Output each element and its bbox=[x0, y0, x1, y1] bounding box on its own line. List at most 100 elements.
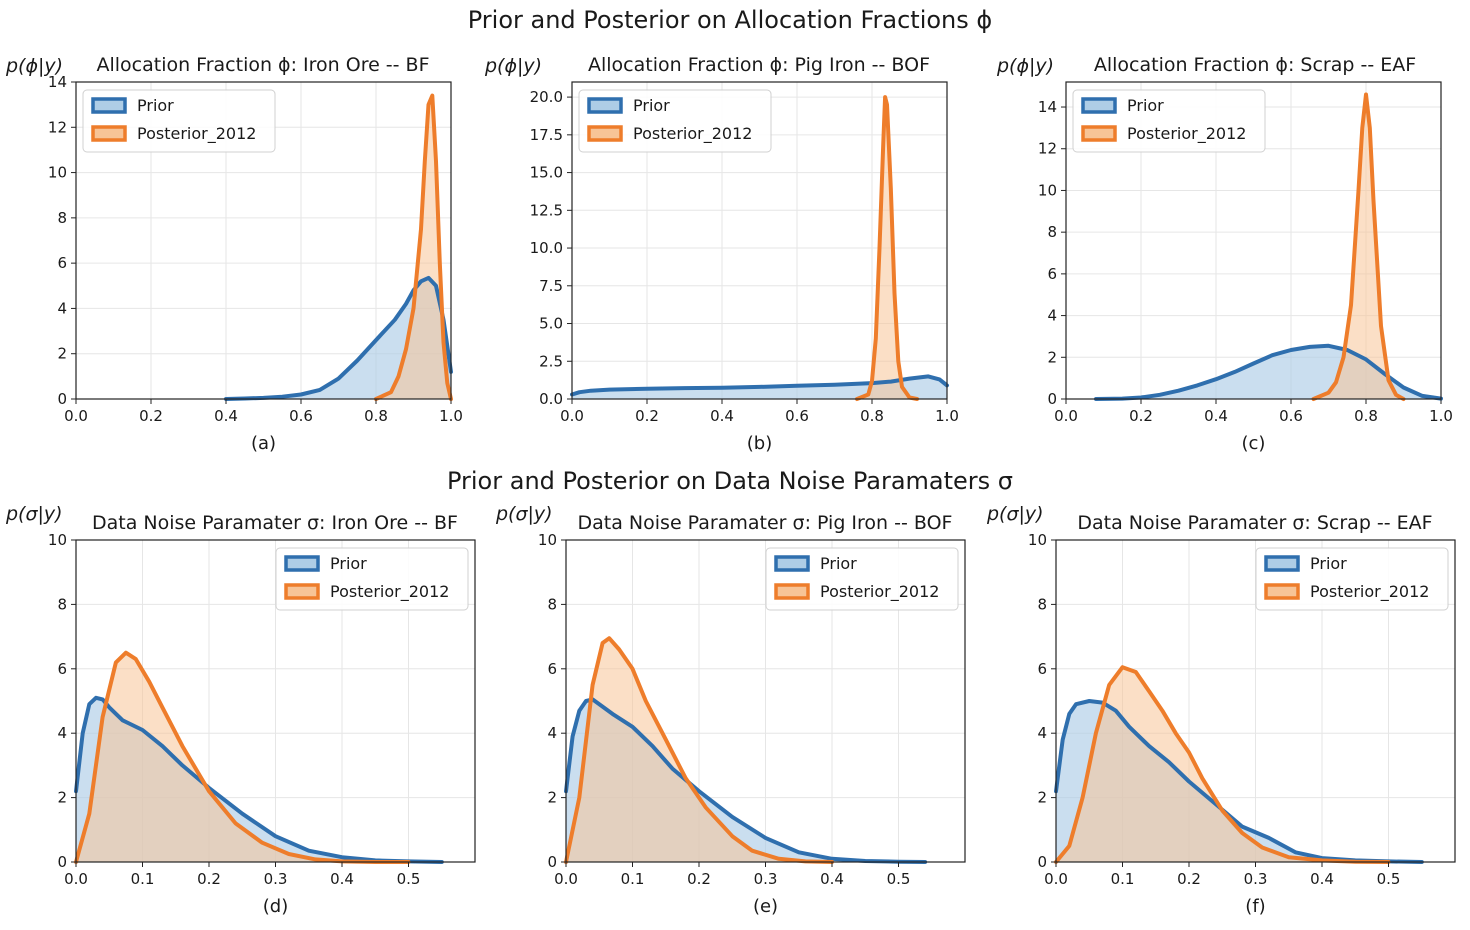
y-tick-label: 10 bbox=[48, 531, 67, 549]
posterior-area bbox=[1056, 667, 1389, 862]
subplot-c: 0.0 0.2 0.4 0.6 0.8 1.0 0 2 4 6 8 10 12 14 Allocation … bbox=[996, 54, 1453, 454]
subplot-e: 0.0 0.1 0.2 0.3 0.4 0.5 0 2 4 6 8 10 Data Noise Para… bbox=[495, 503, 966, 917]
y-tick-label: 10 bbox=[1028, 531, 1047, 549]
y-tick-label: 2 bbox=[1047, 348, 1057, 366]
legend-label: Posterior_2012 bbox=[633, 124, 752, 144]
x-tick-label: 0.0 bbox=[64, 407, 88, 425]
prior-legend-swatch bbox=[1081, 97, 1117, 114]
x-tick-label: 1.0 bbox=[1429, 407, 1453, 425]
y-tick-label: 0 bbox=[57, 390, 67, 408]
legend-label: Posterior_2012 bbox=[330, 582, 449, 602]
y-tick-label: 0 bbox=[57, 853, 67, 871]
legend: Prior Posterior_2012 bbox=[1072, 89, 1266, 153]
y-tick-label: 14 bbox=[48, 73, 67, 91]
legend-box bbox=[1072, 89, 1266, 153]
y-tick-label: 2 bbox=[57, 789, 67, 807]
y-tick-label: 8 bbox=[1047, 223, 1057, 241]
y-tick-label: 0 bbox=[1047, 390, 1057, 408]
prior-legend-swatch bbox=[91, 97, 127, 114]
legend-box bbox=[765, 547, 959, 611]
axes-frame bbox=[75, 81, 452, 400]
panel-title: Allocation Fraction ϕ: Scrap -- EAF bbox=[1094, 54, 1416, 76]
y-tick-label: 15.0 bbox=[530, 164, 563, 182]
y-tick-label: 4 bbox=[1047, 307, 1057, 325]
x-tick-label: 0.2 bbox=[635, 407, 659, 425]
panel-sublabel: (c) bbox=[1242, 433, 1266, 454]
legend: Prior Posterior_2012 bbox=[1255, 547, 1449, 611]
x-tick-label: 0.4 bbox=[820, 870, 844, 888]
legend-label: Prior bbox=[330, 554, 367, 573]
prior-line bbox=[564, 697, 928, 864]
x-tick-label: 0.2 bbox=[1177, 870, 1201, 888]
x-tick-label: 0.1 bbox=[131, 870, 155, 888]
posterior-line bbox=[855, 95, 919, 401]
x-tick-label: 0.0 bbox=[1054, 407, 1078, 425]
panel-sublabel: (d) bbox=[263, 896, 288, 917]
x-tick-label: 0.5 bbox=[887, 870, 911, 888]
y-tick-label: 17.5 bbox=[530, 126, 563, 144]
legend: Prior Posterior_2012 bbox=[275, 547, 469, 611]
y-tick-label: 2 bbox=[1037, 789, 1047, 807]
y-tick-label: 8 bbox=[1037, 595, 1047, 613]
y-tick-label: 6 bbox=[1047, 265, 1057, 283]
panel-title: Data Noise Paramater σ: Pig Iron -- BOF bbox=[578, 512, 953, 534]
posterior-legend-swatch bbox=[284, 583, 320, 600]
x-tick-label: 0.6 bbox=[1279, 407, 1303, 425]
posterior-line bbox=[1054, 665, 1391, 864]
subplot-b: 0.0 0.2 0.4 0.6 0.8 1.0 0.0 2.5 5.0 7.5 10.0 12.5 15… bbox=[484, 54, 959, 454]
y-axis-label: p(σ|y) bbox=[986, 503, 1044, 525]
panel-title: Data Noise Paramater σ: Iron Ore -- BF bbox=[92, 512, 458, 534]
y-tick-label: 0 bbox=[1037, 853, 1047, 871]
x-tick-label: 0.6 bbox=[785, 407, 809, 425]
posterior-line bbox=[374, 93, 453, 401]
panel-sublabel: (e) bbox=[753, 896, 778, 917]
x-tick-label: 0.3 bbox=[264, 870, 288, 888]
y-axis-label: p(ϕ|y) bbox=[996, 55, 1054, 77]
legend: Prior Posterior_2012 bbox=[82, 89, 276, 153]
y-tick-label: 7.5 bbox=[539, 277, 563, 295]
posterior-legend-swatch bbox=[1264, 583, 1300, 600]
posterior-line bbox=[1311, 92, 1406, 401]
x-tick-label: 0.3 bbox=[1244, 870, 1268, 888]
x-tick-label: 0.5 bbox=[397, 870, 421, 888]
y-tick-label: 10 bbox=[538, 531, 557, 549]
y-tick-label: 8 bbox=[57, 209, 67, 227]
posterior-legend-swatch bbox=[1081, 125, 1117, 142]
y-tick-label: 10.0 bbox=[530, 239, 563, 257]
y-tick-label: 4 bbox=[1037, 724, 1047, 742]
row2-title: Prior and Posterior on Data Noise Parama… bbox=[447, 467, 1013, 495]
x-tick-label: 0.1 bbox=[621, 870, 645, 888]
x-tick-label: 0.4 bbox=[214, 407, 238, 425]
y-tick-label: 12 bbox=[48, 118, 67, 136]
legend-label: Prior bbox=[137, 96, 174, 115]
x-tick-label: 0.2 bbox=[197, 870, 221, 888]
posterior-legend-swatch bbox=[587, 125, 623, 142]
row1-title: Prior and Posterior on Allocation Fracti… bbox=[468, 6, 992, 34]
panel-sublabel: (b) bbox=[747, 433, 772, 454]
x-tick-label: 0.8 bbox=[860, 407, 884, 425]
prior-line bbox=[224, 275, 453, 401]
legend-box bbox=[578, 89, 772, 153]
x-tick-label: 0.8 bbox=[364, 407, 388, 425]
x-tick-label: 0.8 bbox=[1354, 407, 1378, 425]
y-tick-label: 4 bbox=[57, 724, 67, 742]
y-tick-label: 8 bbox=[547, 595, 557, 613]
x-tick-label: 0.3 bbox=[754, 870, 778, 888]
y-tick-label: 10 bbox=[48, 164, 67, 182]
x-tick-label: 0.0 bbox=[64, 870, 88, 888]
prior-legend-swatch bbox=[284, 555, 320, 572]
axes-frame bbox=[1065, 81, 1442, 400]
y-tick-label: 6 bbox=[57, 254, 67, 272]
y-tick-label: 5.0 bbox=[539, 315, 563, 333]
posterior-legend-swatch bbox=[91, 125, 127, 142]
y-axis-label: p(ϕ|y) bbox=[484, 55, 542, 77]
y-tick-label: 2 bbox=[547, 789, 557, 807]
legend-label: Posterior_2012 bbox=[1310, 582, 1429, 602]
posterior-area bbox=[566, 638, 832, 862]
x-tick-label: 1.0 bbox=[439, 407, 463, 425]
x-tick-label: 0.1 bbox=[1111, 870, 1135, 888]
x-tick-label: 0.4 bbox=[710, 407, 734, 425]
legend-box bbox=[82, 89, 276, 153]
subplot-d: 0.0 0.1 0.2 0.3 0.4 0.5 0 2 4 6 8 10 Data Noise Para… bbox=[5, 503, 476, 917]
